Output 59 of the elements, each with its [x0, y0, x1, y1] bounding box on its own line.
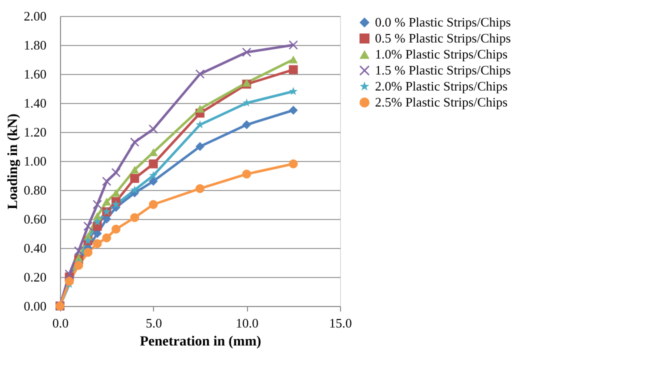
point [148, 159, 158, 168]
point [148, 200, 158, 209]
point [288, 65, 298, 74]
legend-label: 1.5 % Plastic Strips/Chips [375, 62, 511, 78]
point [112, 224, 120, 234]
point [102, 176, 112, 186]
point [289, 86, 298, 96]
point [130, 138, 140, 147]
point [74, 260, 84, 270]
point [112, 189, 120, 197]
point [130, 166, 140, 174]
y-tick-label: 0.80 [24, 182, 46, 198]
y-tick-label: 1.20 [24, 124, 46, 140]
point [242, 170, 252, 179]
y-tick-label: 0.60 [24, 212, 46, 226]
point [148, 176, 158, 186]
y-tick-label: 0.20 [24, 270, 46, 284]
point [196, 184, 204, 194]
point [102, 233, 112, 242]
point [130, 174, 140, 183]
legend-label: 2.0% Plastic Strips/Chips [375, 78, 508, 94]
y-tick-label: 1.60 [24, 66, 46, 82]
point [102, 198, 112, 206]
y-tick-label: 2.00 [24, 8, 46, 24]
point [149, 171, 158, 180]
point [148, 124, 158, 134]
point [196, 104, 204, 113]
y-tick-label: 1.40 [24, 96, 46, 110]
point [288, 40, 298, 50]
point [130, 186, 139, 194]
point [112, 200, 120, 208]
legend-label: 1.0% Plastic Strips/Chips [375, 46, 508, 62]
y-axis-title: Loading in (kN) [6, 113, 21, 210]
legend-label: 0.0 % Plastic Strips/Chips [375, 14, 511, 30]
x-tick-label: 15.0 [329, 316, 352, 330]
x-axis-title: Penetration in (mm) [140, 334, 262, 350]
point [242, 120, 252, 130]
point [112, 168, 120, 178]
point [93, 217, 102, 226]
point [196, 142, 204, 151]
y-tick-label: 1.80 [24, 38, 46, 52]
x-tick-label: 5.0 [146, 316, 162, 330]
legend-label: 2.5% Plastic Strips/Chips [375, 94, 508, 110]
x-tick-label: 10.0 [236, 316, 259, 330]
point [92, 200, 102, 209]
legend-label: 0.5 % Plastic Strips/Chips [375, 30, 511, 46]
y-tick-label: 0.00 [24, 298, 46, 314]
point [288, 56, 298, 64]
point [92, 239, 102, 248]
point [130, 213, 140, 222]
point [92, 212, 102, 220]
point [74, 246, 84, 256]
y-tick-label: 0.40 [24, 240, 46, 256]
y-tick-label: 1.00 [24, 154, 46, 168]
point [288, 106, 298, 115]
point [84, 222, 92, 231]
point [288, 159, 298, 168]
x-tick-label: 0.0 [52, 316, 69, 330]
point [84, 248, 92, 257]
